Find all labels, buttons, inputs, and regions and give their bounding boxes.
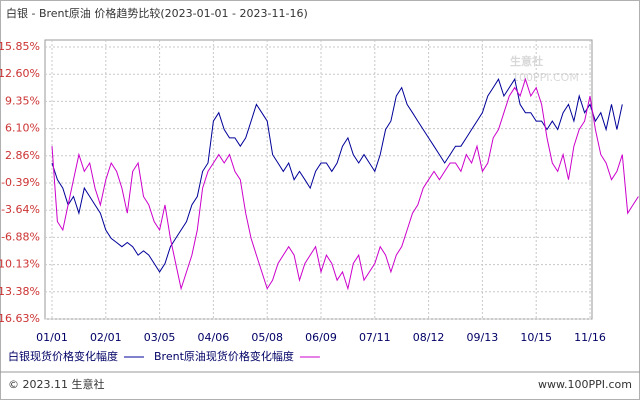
y-tick-label: -0.39% <box>1 176 40 189</box>
y-tick-label: -6.88% <box>1 230 40 243</box>
x-tick-label: 05/08 <box>251 331 283 344</box>
x-tick-label: 04/06 <box>198 331 230 344</box>
x-tick-label: 07/11 <box>359 331 391 344</box>
x-tick-label: 11/16 <box>574 331 606 344</box>
y-tick-label: 15.85% <box>0 40 40 53</box>
x-tick-label: 02/01 <box>90 331 122 344</box>
x-tick-label: 08/12 <box>413 331 445 344</box>
y-tick-label: -10.13% <box>0 258 40 271</box>
y-tick-label: -3.64% <box>1 203 40 216</box>
y-tick-label: 6.10% <box>5 122 40 135</box>
footer-left: © 2023.11 生意社 <box>8 377 104 391</box>
series-line <box>51 77 623 273</box>
watermark: 100PPI.COM <box>512 71 579 84</box>
legend-label: 白银现货价格变化幅度 <box>8 349 118 363</box>
x-tick-label: 09/13 <box>467 331 499 344</box>
y-tick-label: -13.38% <box>0 285 40 298</box>
x-tick-label: 10/15 <box>520 331 552 344</box>
y-tick-label: -16.63% <box>0 312 40 325</box>
watermark: 生意社 <box>510 54 543 68</box>
y-tick-label: 9.35% <box>5 94 40 107</box>
footer-right: www.100PPI.com <box>538 378 632 391</box>
chart-title: 白银 - Brent原油 价格趋势比较(2023-01-01 - 2023-11… <box>6 6 308 20</box>
x-tick-label: 01/01 <box>36 331 68 344</box>
x-tick-label: 06/09 <box>305 331 337 344</box>
series-line <box>51 77 639 291</box>
legend-label: Brent原油现货价格变化幅度 <box>154 349 294 363</box>
y-tick-label: 12.60% <box>0 67 40 80</box>
y-tick-label: 2.86% <box>5 149 40 162</box>
x-tick-label: 03/05 <box>144 331 176 344</box>
